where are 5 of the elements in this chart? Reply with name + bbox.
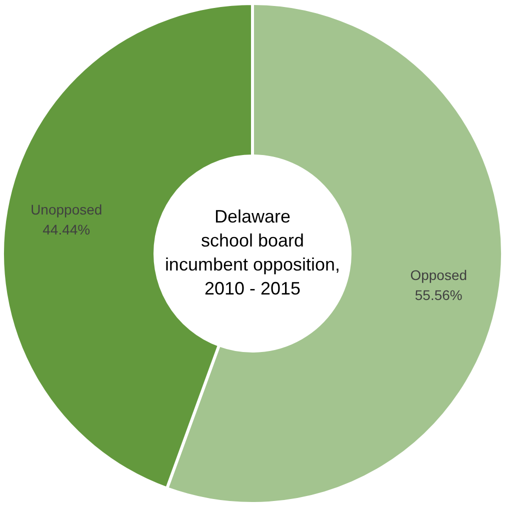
data-label: 44.44% [42,222,90,238]
slice-label: Opposed [410,267,468,284]
data-label: 55.56% [414,287,462,304]
text: Delaware school board incumbent opposition, 2010 - 2015 [164,206,340,298]
slice-label: Unopposed [30,202,102,218]
